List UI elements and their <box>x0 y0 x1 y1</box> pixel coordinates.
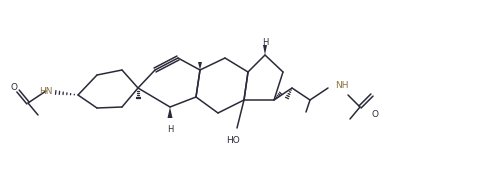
Text: H: H <box>262 38 268 47</box>
Polygon shape <box>167 107 172 118</box>
Text: O: O <box>372 110 378 119</box>
Text: HN: HN <box>39 87 53 96</box>
Polygon shape <box>263 45 267 55</box>
Text: O: O <box>11 82 17 92</box>
Text: HO: HO <box>226 136 240 145</box>
Polygon shape <box>198 62 202 70</box>
Text: NH: NH <box>335 81 348 90</box>
Text: H: H <box>167 125 173 134</box>
